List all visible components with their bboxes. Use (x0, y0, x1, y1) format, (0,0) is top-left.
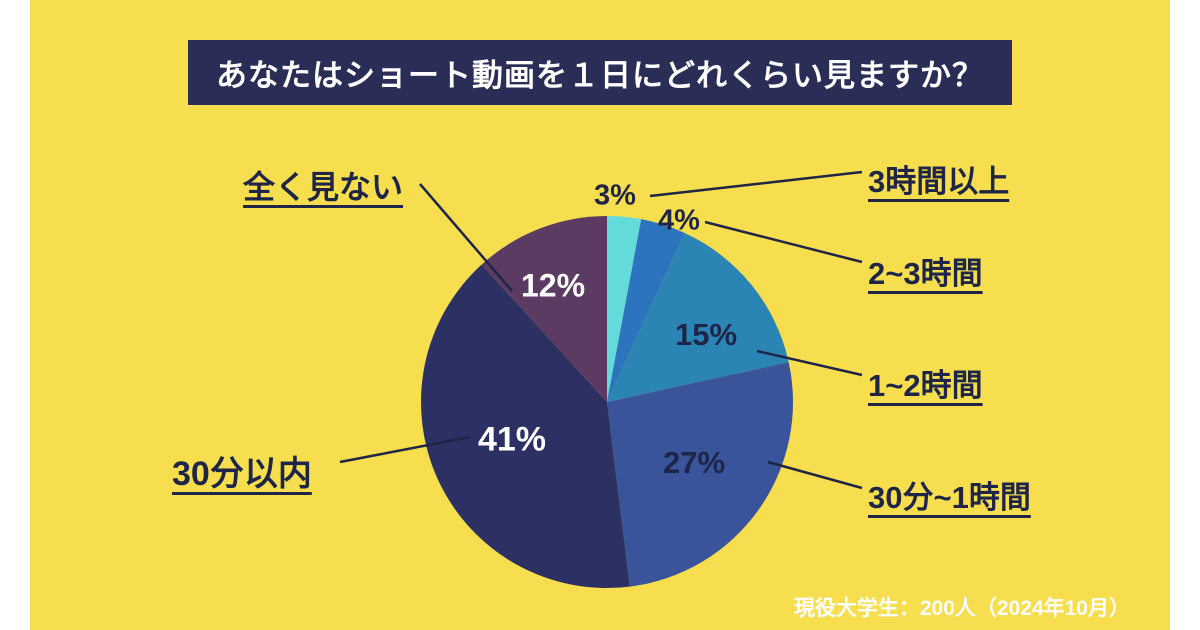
leader-line (756, 349, 863, 377)
pie-slice-under-30m (420, 264, 630, 589)
leader-line (339, 435, 471, 464)
pct-label-2-3h: 4% (658, 204, 700, 237)
pie-slice-3h-plus (607, 216, 642, 402)
category-label-none: 全く見ない (243, 169, 404, 205)
pct-label-none: 12% (520, 267, 586, 304)
pie-slice-none (481, 216, 607, 402)
category-label-1-2h: 1~2時間 (868, 368, 983, 403)
leader-line (704, 220, 863, 264)
pct-label-under-30m: 41% (477, 420, 547, 459)
pie-slice-2-3h (607, 219, 685, 402)
category-label-under-30m: 30分以内 (172, 455, 312, 493)
title-banner: あなたはショート動画を１日にどれくらい見ますか？ (188, 40, 1012, 105)
page-title: あなたはショート動画を１日にどれくらい見ますか？ (216, 58, 984, 93)
leader-line (419, 183, 513, 292)
pct-label-30m-1h: 27% (662, 445, 726, 480)
pie-slice-30m-1h (607, 362, 793, 587)
pct-label-3h-plus: 3% (594, 179, 636, 212)
pct-label-1-2h: 15% (674, 317, 738, 352)
pie-slice-1-2h (607, 233, 789, 402)
category-label-3h-plus: 3時間以上 (868, 164, 1010, 199)
category-label-2-3h: 2~3時間 (868, 256, 983, 291)
leader-line (767, 460, 863, 490)
leader-line (649, 170, 863, 198)
survey-note: 現役大学生：200人（2024年10月） (793, 597, 1130, 620)
category-label-30m-1h: 30分~1時間 (868, 480, 1031, 515)
